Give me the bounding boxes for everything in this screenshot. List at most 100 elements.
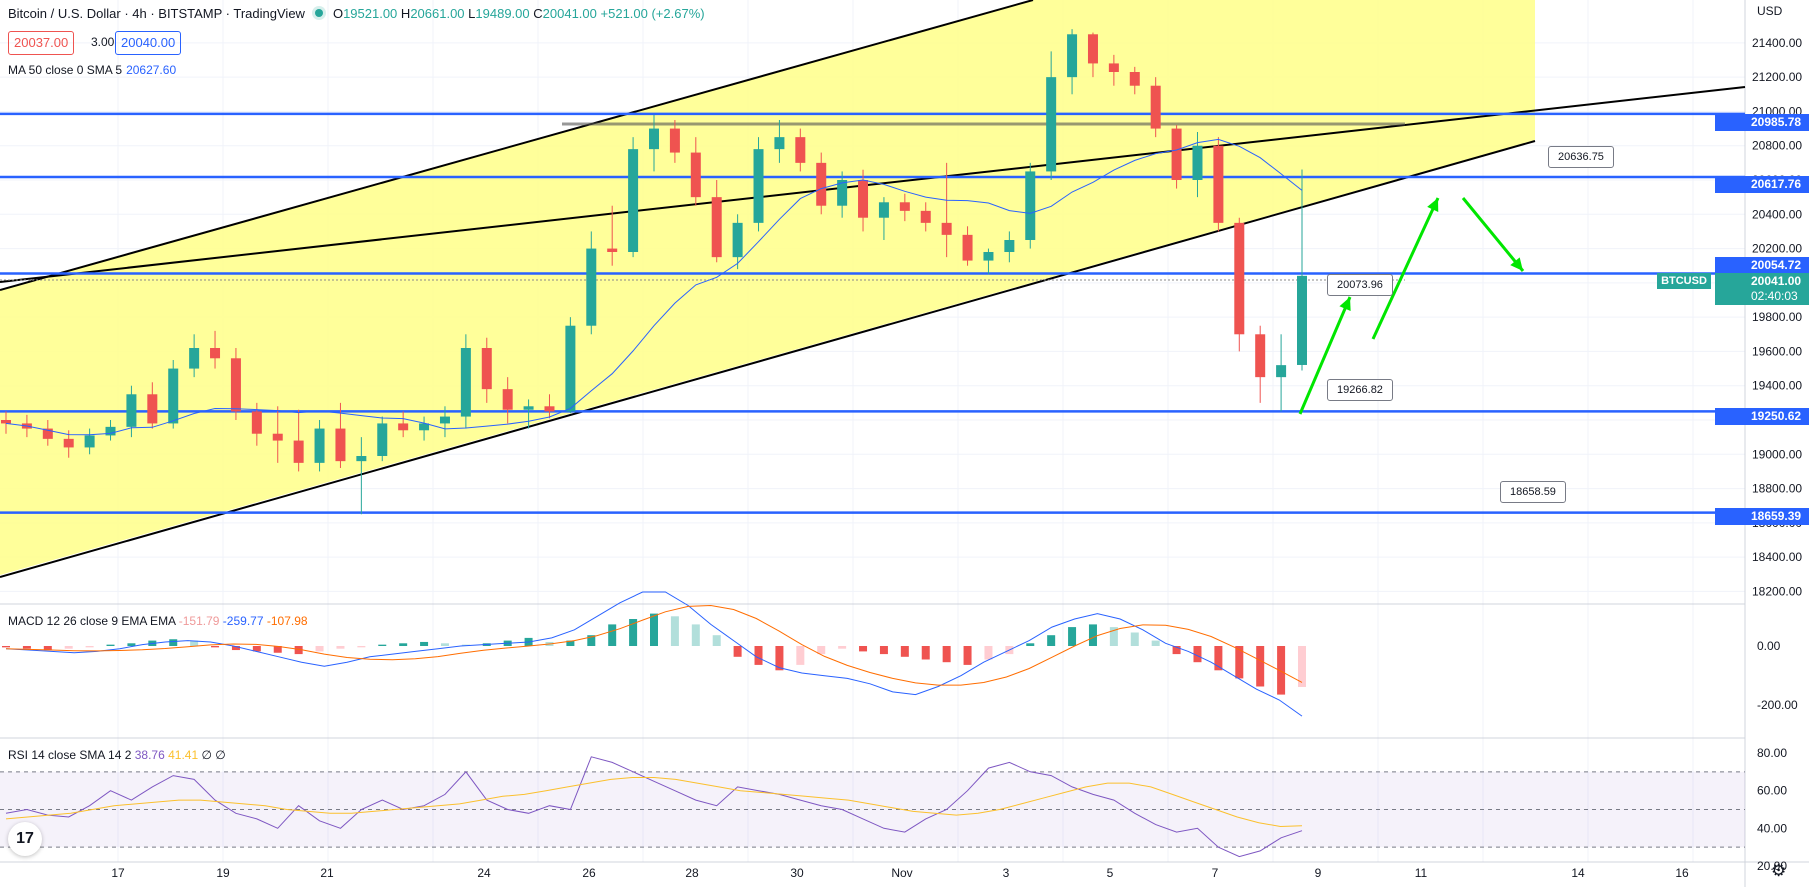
macd-legend[interactable]: MACD 12 26 close 9 EMA EMA -151.79 -259.… [8, 614, 308, 628]
candle-body [1171, 128, 1182, 180]
rsi-extra-1: ∅ [201, 748, 212, 762]
macd-bar [566, 640, 575, 646]
settings-gear-icon[interactable]: ⚙ [1771, 861, 1787, 880]
macd-bar [1235, 646, 1244, 679]
macd-bar [838, 646, 847, 649]
candle-body [272, 433, 283, 441]
macd-bar [1256, 646, 1265, 687]
candle-body [335, 428, 346, 462]
price-tick: 18200.00 [1752, 584, 1802, 598]
projection-arrows [1298, 197, 1525, 415]
candle-body [460, 348, 471, 417]
candle-body [1108, 63, 1119, 72]
rsi-value: 38.76 [134, 748, 165, 762]
candle-body [1046, 77, 1057, 172]
macd-bar [190, 640, 199, 646]
candle-body [210, 348, 221, 359]
live-price: 20041.00 [1751, 274, 1802, 288]
candle-body [1025, 171, 1036, 240]
symbol-title[interactable]: Bitcoin / U.S. Dollar · 4h · BITSTAMP · … [8, 6, 305, 21]
market-open-icon [314, 9, 323, 17]
callout-2[interactable]: 20073.96 [1327, 274, 1393, 296]
macd-hist-value: -151.79 [178, 614, 220, 628]
macd-bar [273, 646, 282, 653]
macd-bar [733, 646, 742, 657]
price-tick: 19000.00 [1752, 447, 1802, 461]
rsi-tick: 80.00 [1757, 746, 1787, 760]
buy-button[interactable]: 20040.00 [115, 31, 182, 55]
tradingview-logo[interactable]: 17 [8, 822, 42, 856]
date-label: 5 [1107, 866, 1114, 880]
candle-body [607, 248, 618, 252]
live-price-tag: BTCUSD 20041.00 02:40:03 [1657, 273, 1809, 305]
macd-bar [1109, 627, 1118, 646]
macd-bar [608, 624, 617, 646]
callout-3[interactable]: 19266.82 [1327, 379, 1393, 401]
candle-body [230, 358, 241, 412]
macd-pane [2, 591, 1306, 717]
candle-body [1255, 334, 1266, 378]
candle-body [1, 420, 11, 424]
macd-bar [670, 616, 679, 646]
arrow-3 [1461, 197, 1525, 272]
candle-body [711, 197, 722, 258]
rsi-tick: 40.00 [1757, 821, 1787, 835]
date-label: 21 [320, 866, 334, 880]
date-label: 26 [582, 866, 596, 880]
candle-body [377, 423, 388, 456]
candle-body [628, 149, 639, 252]
arrow-2-head [1427, 198, 1439, 212]
macd-bar [1214, 646, 1223, 671]
rsi-tick: 20.00 [1757, 859, 1787, 873]
rsi-sma-value: 41.41 [168, 748, 199, 762]
candle-body [523, 406, 534, 410]
macd-bar [440, 643, 449, 646]
candle-body [690, 152, 701, 198]
candle-body [795, 137, 806, 163]
macd-bar [921, 646, 930, 660]
macd-bar [1026, 643, 1035, 646]
date-label: 3 [1003, 866, 1010, 880]
candle-body [314, 428, 325, 463]
macd-bar [169, 639, 178, 646]
ma-50-line [5, 138, 1303, 436]
candle-body [920, 210, 931, 223]
macd-line-value: -259.77 [222, 614, 264, 628]
candle-body [899, 202, 910, 211]
candle-body [126, 394, 137, 427]
candle-body [189, 348, 200, 369]
macd-bar [1130, 632, 1139, 646]
currency-label[interactable]: USD [1757, 4, 1783, 18]
channel-upper-line [0, 0, 1034, 291]
callout-1[interactable]: 20636.75 [1548, 146, 1614, 168]
candle-body [962, 234, 973, 261]
callout-4[interactable]: 18658.59 [1500, 481, 1566, 503]
level-tag-2: 20617.76 [1715, 176, 1809, 193]
ma-legend[interactable]: MA 50 close 0 SMA 5 20627.60 [8, 63, 176, 77]
arrow-1-head [1339, 297, 1351, 311]
macd-bar [357, 646, 366, 648]
macd-bar [252, 646, 261, 652]
candle-body [356, 456, 367, 462]
level-tag-5: 18659.39 [1715, 508, 1809, 525]
candle-body [1150, 85, 1161, 129]
macd-bar [294, 646, 303, 655]
ma-line [5, 138, 1303, 436]
close-label: C [533, 6, 543, 21]
sell-button[interactable]: 20037.00 [8, 31, 75, 55]
macd-bar [1151, 640, 1160, 646]
macd-bar [22, 646, 31, 649]
rsi-legend[interactable]: RSI 14 close SMA 14 2 38.76 41.41 ∅ ∅ [8, 748, 226, 762]
candle-body [168, 368, 179, 424]
spread-value: 3.00 [91, 35, 115, 49]
arrow-3-head [1510, 257, 1523, 271]
close-value: 20041.00 [542, 6, 597, 21]
candle-body [1067, 34, 1078, 78]
rsi-label: RSI 14 close SMA 14 2 [8, 748, 132, 762]
price-axis: 21400.0021200.0021000.0020800.0020600.00… [1752, 36, 1802, 873]
high-value: 20661.00 [410, 6, 465, 21]
macd-bar [984, 646, 993, 660]
macd-bar [629, 619, 638, 646]
macd-bar [315, 646, 324, 652]
